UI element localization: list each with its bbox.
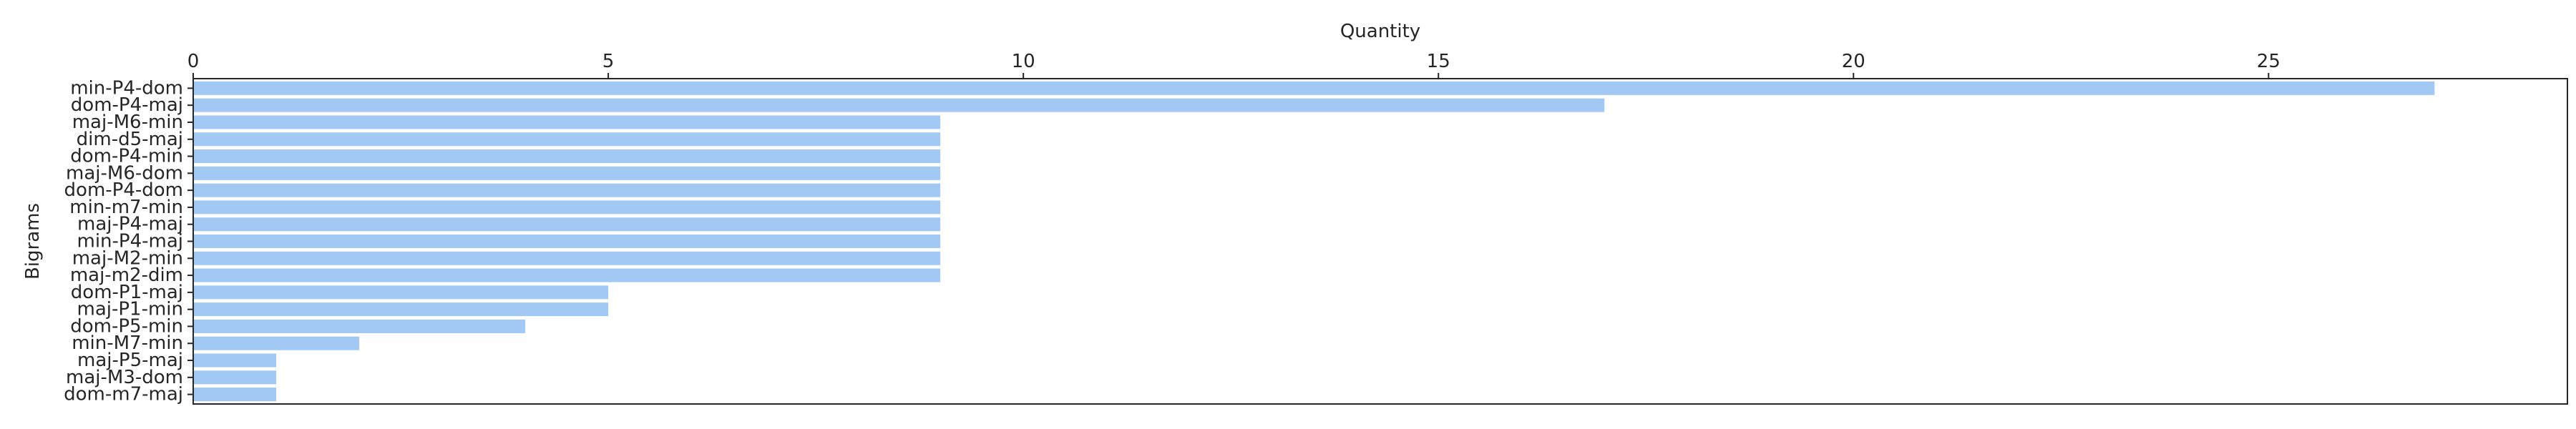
bar-maj-P5-maj (193, 353, 277, 368)
y-tick-label: dom-P4-min (70, 146, 183, 167)
y-tick-label: dom-P5-min (70, 315, 183, 337)
bar-dom-P4-min (193, 149, 941, 164)
y-tick-label: dom-P4-maj (71, 94, 183, 116)
y-tick-label: maj-P5-maj (77, 350, 183, 371)
x-tick-label: 20 (1842, 51, 1865, 72)
bar-maj-M6-min (193, 115, 941, 129)
y-tick-label: dom-P4-dom (64, 179, 183, 201)
y-tick-label: maj-M6-min (72, 112, 183, 133)
bar-min-P4-maj (193, 234, 941, 249)
x-tick-label: 25 (2257, 51, 2280, 72)
bar-maj-P4-maj (193, 217, 941, 232)
y-tick-label: min-M7-min (72, 332, 183, 354)
x-tick-label: 10 (1012, 51, 1035, 72)
x-tick-label: 5 (602, 51, 615, 72)
bar-maj-M3-dom (193, 370, 277, 385)
y-tick-label: dim-d5-maj (77, 129, 183, 150)
y-tick-label: min-P4-maj (77, 231, 184, 252)
x-tick-label: 0 (187, 51, 200, 72)
x-ticks-group: 0 5 10 15 20 25 (187, 51, 2280, 79)
bar-min-P4-dom (193, 81, 2435, 95)
bars-group (193, 81, 2435, 402)
bar-maj-P1-min (193, 302, 609, 317)
bar-dom-P1-maj (193, 285, 609, 300)
y-tick-label: maj-m2-dim (70, 265, 183, 286)
y-ticks-group: min-P4-domdom-P4-majmaj-M6-mindim-d5-maj… (64, 77, 193, 405)
bar-min-M7-min (193, 336, 360, 350)
x-tick-label: 15 (1427, 51, 1450, 72)
y-tick-label: maj-P1-min (77, 299, 184, 320)
x-axis-title: Quantity (1340, 21, 1420, 42)
y-tick-label: dom-m7-maj (64, 384, 183, 405)
bar-min-m7-min (193, 200, 941, 214)
y-tick-label: min-P4-dom (70, 77, 183, 99)
bar-dom-P5-min (193, 319, 526, 333)
bar-dom-m7-maj (193, 388, 277, 402)
y-tick-label: dom-P1-maj (71, 282, 183, 303)
bar-dom-P4-dom (193, 183, 941, 197)
y-tick-label: maj-M6-dom (66, 162, 183, 184)
y-axis-title: Bigrams (22, 203, 44, 280)
bar-maj-M2-min (193, 251, 941, 265)
y-tick-label: maj-M2-min (72, 247, 183, 269)
bar-maj-M6-dom (193, 166, 941, 180)
bar-dom-P4-maj (193, 98, 1605, 112)
y-tick-label: min-m7-min (69, 197, 183, 218)
bar-maj-m2-dim (193, 268, 941, 282)
y-tick-label: maj-M3-dom (66, 367, 183, 388)
y-tick-label: maj-P4-maj (77, 214, 183, 235)
bar-dim-d5-maj (193, 132, 941, 147)
